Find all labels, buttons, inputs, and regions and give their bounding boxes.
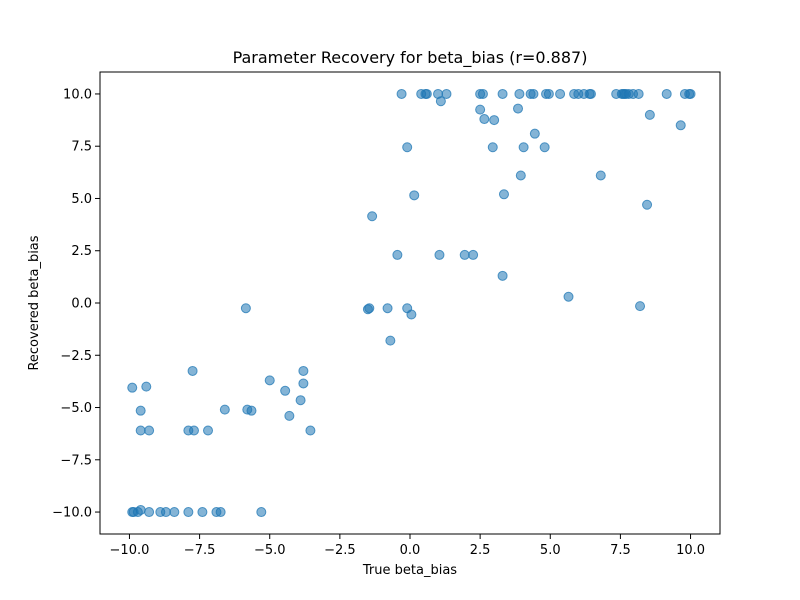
scatter-point: [595, 170, 606, 181]
scatter-point: [409, 190, 420, 201]
y-tick-label: 2.5: [71, 244, 92, 259]
scatter-point: [435, 96, 446, 107]
scatter-point: [498, 189, 509, 200]
scatter-point: [497, 270, 508, 281]
scatter-point: [475, 104, 486, 115]
scatter-point: [563, 291, 574, 302]
x-tick-label: 7.5: [610, 543, 631, 558]
scatter-point: [246, 405, 257, 416]
scatter-point: [135, 405, 146, 416]
scatter-point: [160, 507, 171, 518]
scatter-point: [421, 88, 432, 99]
scatter-point: [555, 88, 566, 99]
scatter-point: [169, 507, 180, 518]
scatter-point: [382, 303, 393, 314]
chart-title: Parameter Recovery for beta_bias (r=0.88…: [233, 48, 588, 68]
axis-ticks: −10.0 −7.5 −5.0 −2.5 0.0 2.5 5.0 7.5 10.0 −10.0 −7…: [52, 87, 705, 558]
scatter-point: [392, 249, 403, 260]
scatter-point: [528, 88, 539, 99]
y-tick-label: −7.5: [60, 453, 92, 468]
scatter-point: [264, 375, 275, 386]
data-points: [127, 88, 696, 518]
scatter-point: [298, 378, 309, 389]
scatter-point: [406, 309, 417, 320]
x-tick-label: 5.0: [540, 543, 561, 558]
scatter-point: [144, 507, 155, 518]
scatter-point: [479, 114, 490, 125]
x-tick-label: −2.5: [324, 543, 356, 558]
scatter-point: [585, 88, 596, 99]
plot-frame: [99, 71, 721, 535]
scatter-point: [642, 199, 653, 210]
scatter-point: [284, 410, 295, 421]
scatter-point: [468, 249, 479, 260]
scatter-point: [633, 88, 644, 99]
y-tick-label: 7.5: [71, 140, 92, 155]
scatter-point: [515, 170, 526, 181]
scatter-point: [402, 142, 413, 153]
scatter-point: [497, 88, 508, 99]
y-tick-label: −5.0: [60, 401, 92, 416]
y-tick-label: −2.5: [60, 349, 92, 364]
scatter-point: [539, 142, 550, 153]
scatter-point: [215, 507, 226, 518]
x-tick-label: 2.5: [470, 543, 491, 558]
scatter-point: [514, 88, 525, 99]
scatter-point: [305, 425, 316, 436]
plot-area: [100, 72, 720, 534]
scatter-point: [635, 301, 646, 312]
scatter-point: [396, 88, 407, 99]
y-tick-label: 10.0: [63, 87, 92, 102]
scatter-point: [385, 335, 396, 346]
x-tick-label: 10.0: [676, 543, 705, 558]
scatter-point: [144, 425, 155, 436]
scatter-point: [197, 507, 208, 518]
y-tick-label: 0.0: [71, 297, 92, 312]
scatter-point: [661, 88, 672, 99]
x-tick-label: −10.0: [110, 543, 150, 558]
scatter-point: [188, 425, 199, 436]
scatter-point: [644, 109, 655, 120]
scatter-point: [477, 88, 488, 99]
x-axis-label: True beta_bias: [362, 563, 457, 578]
y-axis-label: Recovered beta_bias: [27, 235, 42, 370]
scatter-point: [298, 365, 309, 376]
scatter-point: [135, 425, 146, 436]
scatter-point: [685, 88, 696, 99]
scatter-point: [543, 88, 554, 99]
scatter-point: [487, 142, 498, 153]
x-tick-label: −7.5: [184, 543, 216, 558]
x-tick-label: 0.0: [400, 543, 421, 558]
scatter-point: [256, 507, 267, 518]
scatter-point: [240, 303, 251, 314]
scatter-point: [434, 249, 445, 260]
scatter-point: [280, 385, 291, 396]
scatter-point: [364, 303, 375, 314]
scatter-point: [127, 382, 138, 393]
scatter-point: [295, 395, 306, 406]
scatter-point: [441, 88, 452, 99]
y-tick-label: 5.0: [71, 192, 92, 207]
scatter-point: [203, 425, 214, 436]
scatter-point: [135, 504, 146, 515]
scatter-point: [187, 365, 198, 376]
scatter-point: [675, 120, 686, 131]
scatter-point: [183, 507, 194, 518]
scatter-point: [459, 249, 470, 260]
scatter-point: [518, 142, 529, 153]
y-tick-label: −10.0: [52, 506, 92, 521]
scatter-point: [489, 115, 500, 126]
scatter-point: [367, 211, 378, 222]
scatter-point: [529, 128, 540, 139]
scatter-point: [219, 404, 230, 415]
scatter-point: [141, 381, 152, 392]
x-tick-label: −5.0: [254, 543, 286, 558]
scatter-point: [513, 103, 524, 114]
